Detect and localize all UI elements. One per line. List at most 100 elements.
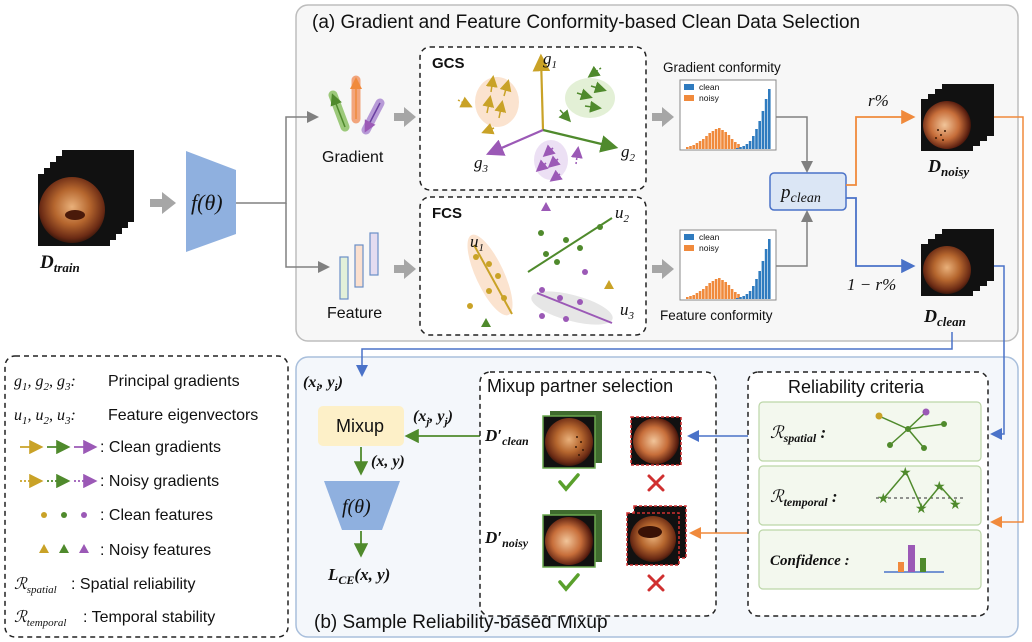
hist-bar-clean xyxy=(764,99,768,149)
hist-bar-noisy xyxy=(714,279,718,299)
hist-bar-clean xyxy=(745,144,749,149)
legend-box: g1, g2, g3: Principal gradients u1, u2, … xyxy=(4,355,289,638)
feature-label: Feature xyxy=(327,305,382,322)
spatial-star-icon xyxy=(875,408,947,451)
hist-bar-clean xyxy=(761,261,765,299)
hist-bar-noisy xyxy=(734,292,737,299)
hist-bar-noisy xyxy=(734,142,737,149)
hist-bar-noisy xyxy=(737,144,740,149)
svg-text:Reliability criteria: Reliability criteria xyxy=(788,377,925,397)
hist-bar-noisy xyxy=(692,145,695,149)
svg-text:f(θ): f(θ) xyxy=(191,190,223,215)
legend-principal-gradients: Principal gradients xyxy=(108,373,240,390)
hist-bar-clean xyxy=(755,279,758,299)
svg-text:(xi, yi): (xi, yi) xyxy=(303,374,343,394)
svg-text:u2: u2 xyxy=(615,203,630,225)
network-f-theta-a: f(θ) xyxy=(186,151,236,252)
svg-text:pclean: pclean xyxy=(779,182,821,206)
legend-temporal-stability: : Temporal stability xyxy=(83,609,215,626)
hist-bar-noisy xyxy=(724,132,727,149)
svg-text:(x, y): (x, y) xyxy=(371,453,405,470)
d-noisy-prime-label: D′ xyxy=(484,528,502,547)
svg-text:D′noisy: D′noisy xyxy=(484,528,529,550)
legend-clean-gradients: : Clean gradients xyxy=(100,439,221,456)
u3-label: u xyxy=(620,300,629,319)
svg-text:u1, u2, u3:: u1, u2, u3: xyxy=(14,407,76,427)
legend-noisy-gradients: : Noisy gradients xyxy=(100,473,219,490)
temporal-trend-icon: ★ ★ ★ ★ ★ xyxy=(876,464,964,516)
svg-text:g1: g1 xyxy=(543,49,557,71)
d-train-stack xyxy=(38,150,134,246)
confidence-bar-icon xyxy=(884,545,944,573)
hist-bar-noisy xyxy=(718,128,721,149)
hist-bar-clean xyxy=(768,89,771,149)
p-clean-label: p xyxy=(779,182,791,203)
hist-bar-clean xyxy=(748,291,752,299)
d-clean-prime-label: D′ xyxy=(484,426,502,445)
hist-bar-noisy xyxy=(721,280,724,299)
legend-spatial-reliability: : Spatial reliability xyxy=(71,576,196,593)
gcs-label: GCS xyxy=(432,55,465,72)
panel-a: (a) Gradient and Feature Conformity-base… xyxy=(295,4,1019,342)
legend-noisy-features: : Noisy features xyxy=(100,542,211,559)
r-percent-label: r% xyxy=(868,91,889,110)
reliability-criteria-box: Reliability criteria ℛspatial : ℛtempora… xyxy=(747,371,989,617)
svg-text:Confidence :: Confidence : xyxy=(770,553,850,569)
svg-text:★: ★ xyxy=(915,500,928,516)
hist-bar-noisy xyxy=(698,291,702,299)
hist-bar-noisy xyxy=(705,286,708,299)
svg-text:Dclean: Dclean xyxy=(923,306,966,329)
p-clean-box: pclean xyxy=(769,172,847,211)
gradient-conformity-histogram: Gradient conformity clean noisy xyxy=(663,60,781,151)
hist-bar-noisy xyxy=(730,139,734,149)
hist-bar-clean xyxy=(752,286,755,299)
panel-b: (b) Sample Reliability-based Mixup (xi, … xyxy=(295,116,1024,638)
svg-text:u3: u3 xyxy=(620,300,635,322)
svg-text:Mixup partner selection: Mixup partner selection xyxy=(487,376,673,396)
hist-bar-noisy xyxy=(686,297,689,299)
gradient-icon xyxy=(328,75,385,135)
hist-bar-clean xyxy=(742,296,745,299)
d-noisy-stack xyxy=(921,84,994,151)
d-train-label: D xyxy=(39,252,54,273)
hist-bar-clean xyxy=(739,147,742,149)
feature-icon xyxy=(339,232,379,300)
r-spatial-label: ℛ xyxy=(770,423,785,442)
hist-bar-noisy xyxy=(727,285,731,299)
legend-clean-features: : Clean features xyxy=(100,507,213,524)
hist-bar-noisy xyxy=(737,294,740,299)
hist-bar-clean xyxy=(736,148,739,149)
gradient-conformity-label: Gradient conformity xyxy=(663,60,781,75)
svg-text:★: ★ xyxy=(899,464,912,480)
panel-b-title: (b) Sample Reliability-based Mixup xyxy=(314,612,608,633)
hist-bar-noisy xyxy=(714,129,718,149)
hist-bar-noisy xyxy=(730,289,734,299)
svg-text:Dnoisy: Dnoisy xyxy=(927,156,969,179)
hist-bar-noisy xyxy=(686,147,689,149)
feature-conformity-histogram: clean noisy Feature conformity xyxy=(660,229,777,323)
network-f-theta-b: f(θ) xyxy=(324,481,400,530)
hist-bar-clean xyxy=(755,129,758,149)
feature-conformity-label: Feature conformity xyxy=(660,308,773,323)
hist-bar-noisy xyxy=(695,293,699,299)
svg-text:ℛspatial :: ℛspatial : xyxy=(770,423,826,445)
confidence-label: Confidence xyxy=(770,553,841,569)
hist-bar-clean xyxy=(758,271,761,299)
mixup-box: Mixup xyxy=(318,406,404,446)
u2-label: u xyxy=(615,203,624,222)
hist-bar-clean xyxy=(752,136,755,149)
hist-bar-noisy xyxy=(708,133,711,149)
legend-feature-eigenvectors: Feature eigenvectors xyxy=(108,407,258,424)
d-noisy-label: D xyxy=(927,156,941,176)
hist-bar-noisy xyxy=(689,146,692,149)
g1-label: g xyxy=(543,49,552,68)
svg-text:★: ★ xyxy=(877,490,890,506)
hist-bar-clean xyxy=(748,141,752,149)
svg-text:clean: clean xyxy=(699,82,720,92)
r-temporal-label: ℛ xyxy=(770,487,785,506)
gradient-label: Gradient xyxy=(322,149,384,166)
hist-bar-noisy xyxy=(708,283,711,299)
hist-bar-clean xyxy=(768,239,771,299)
hist-bar-noisy xyxy=(721,130,724,149)
hist-bar-clean xyxy=(764,249,768,299)
